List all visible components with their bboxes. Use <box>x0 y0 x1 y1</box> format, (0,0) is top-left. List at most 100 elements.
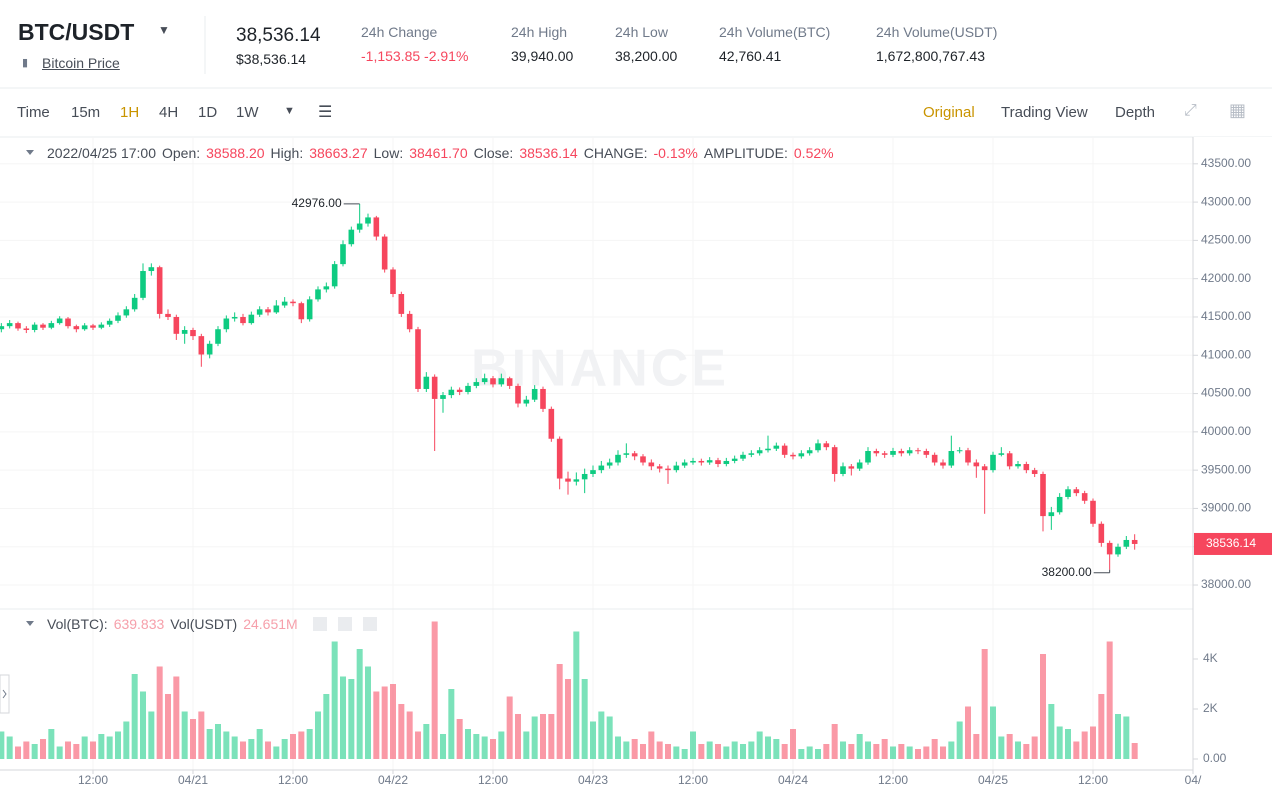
volume-bar <box>781 744 788 759</box>
y-tick-label: 39000.00 <box>1201 501 1251 515</box>
volume-bar <box>1048 704 1055 759</box>
volume-bar <box>1131 743 1138 759</box>
volume-bar <box>798 749 805 759</box>
stat-value: 1,672,800,767.43 <box>876 48 985 64</box>
vol-icon-gear[interactable] <box>338 617 352 631</box>
legend-caret[interactable] <box>26 150 34 155</box>
candle-body <box>1081 493 1088 501</box>
volume-bar <box>165 694 171 759</box>
view-tab[interactable]: Trading View <box>1001 104 1088 121</box>
volume-bar <box>281 739 288 759</box>
stat-value: -1,153.85 -2.91% <box>361 48 469 64</box>
volume-bar <box>648 731 655 759</box>
legend-value: 0.52% <box>793 145 834 161</box>
legend-value: 38536.14 <box>519 145 578 161</box>
interval-tab[interactable]: 15m <box>71 104 101 121</box>
vol-icon-close[interactable] <box>363 617 377 631</box>
candle-body <box>223 318 230 330</box>
volume-bar <box>1031 736 1038 759</box>
candle-body <box>273 305 280 313</box>
fullscreen-icon[interactable]: ⤢ <box>1184 102 1197 119</box>
candle-body <box>948 451 955 466</box>
volume-bar <box>65 741 71 759</box>
candle-body <box>206 343 213 355</box>
candle-body <box>698 460 705 463</box>
candle-body <box>756 450 763 454</box>
volume-bar <box>365 666 371 759</box>
volume-bar <box>606 716 613 759</box>
interval-tab[interactable]: 1H <box>120 104 140 121</box>
volume-bar <box>273 746 280 759</box>
candle-body <box>998 453 1005 455</box>
vol-icon-eye[interactable] <box>313 617 327 631</box>
volume-bar <box>465 729 471 759</box>
volume-bar <box>990 706 996 759</box>
vol-legend-label: Vol(USDT) <box>170 616 238 632</box>
candle-body <box>48 323 55 328</box>
volume-bar <box>506 696 513 759</box>
candle-body <box>1123 539 1130 547</box>
candle-body <box>815 443 821 451</box>
candle-body <box>381 236 388 270</box>
vol-caret[interactable] <box>26 621 34 626</box>
volume-bar <box>31 744 38 759</box>
candle-body <box>31 324 38 330</box>
pair-dropdown[interactable]: ▼ <box>158 23 170 37</box>
candle-body <box>398 294 405 314</box>
volume-bar <box>565 679 571 759</box>
candle-body <box>256 309 263 315</box>
interval-tab[interactable]: 1W <box>236 104 259 121</box>
low-label: 38200.00 <box>1042 565 1092 579</box>
watermark: BINANCE <box>471 340 729 398</box>
price-usd: $38,536.14 <box>236 51 307 67</box>
interval-more[interactable]: ▼ <box>284 105 295 117</box>
volume-bar <box>356 649 363 759</box>
volume-bar <box>1090 726 1096 759</box>
candle-body <box>373 217 380 237</box>
candle-body <box>465 385 471 393</box>
candle-body <box>623 453 630 455</box>
candle-body <box>423 376 430 389</box>
volume-bar <box>373 691 380 759</box>
interval-tab[interactable]: 4H <box>159 104 179 121</box>
candle-body <box>440 395 446 399</box>
volume-bar <box>856 734 863 759</box>
volume-bar <box>173 676 180 759</box>
candle-body <box>923 451 930 455</box>
vol-legend: Vol(BTC): 639.833 Vol(USDT) 24.651M <box>47 616 304 632</box>
volume-bar <box>1023 744 1030 759</box>
volume-bar <box>931 739 938 759</box>
interval-tab[interactable]: 1D <box>198 104 218 121</box>
doc-icon: ▮ <box>22 57 29 69</box>
stat-label: 24h Volume(USDT) <box>876 24 998 40</box>
candle-body <box>56 318 63 324</box>
candle-body <box>348 229 355 245</box>
settings-icon[interactable]: ☰ <box>318 104 333 121</box>
volume-bar <box>240 741 246 759</box>
candle-body <box>73 326 80 330</box>
volume-bar <box>1115 714 1121 759</box>
candle-body <box>1040 473 1046 517</box>
vol-y-tick-label: 4K <box>1203 651 1218 665</box>
volume-bar <box>115 731 121 759</box>
volume-bar <box>423 724 430 759</box>
view-tab[interactable]: Depth <box>1115 104 1156 121</box>
interval-tab[interactable]: Time <box>17 104 50 121</box>
stat-value: 39,940.00 <box>511 48 574 64</box>
volume-bar <box>1015 741 1021 759</box>
candle-body <box>306 299 313 320</box>
volume-bar <box>806 746 813 759</box>
volume-bar <box>948 741 955 759</box>
side-handle[interactable] <box>0 674 10 714</box>
legend-label: Close: <box>473 145 514 161</box>
candle-body <box>706 460 713 463</box>
subtitle-link[interactable]: Bitcoin Price <box>42 55 120 71</box>
view-tab[interactable]: Original <box>923 104 975 121</box>
x-tick-label: 12:00 <box>278 773 308 787</box>
candle-body <box>190 329 196 337</box>
axes: 38000.0038500.0039000.0039500.0040000.00… <box>78 156 1272 787</box>
candle-body <box>98 324 105 328</box>
stat-label: 24h Low <box>615 24 668 40</box>
y-tick-label: 41000.00 <box>1201 347 1251 361</box>
layout-icon[interactable]: ▦ <box>1229 100 1247 120</box>
